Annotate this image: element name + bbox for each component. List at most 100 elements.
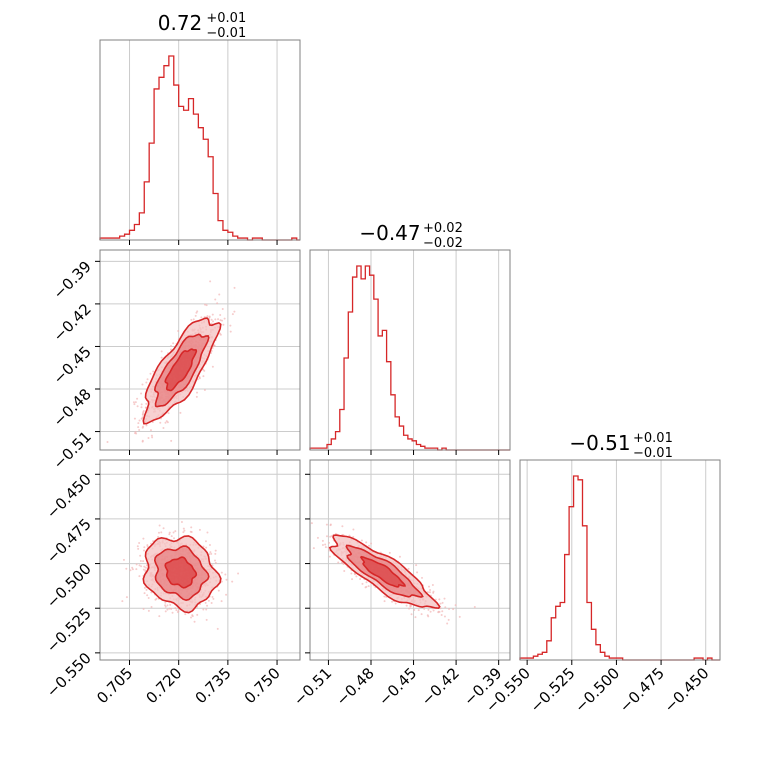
sample-point xyxy=(220,571,223,574)
sample-point xyxy=(204,303,207,306)
sample-point xyxy=(200,316,203,319)
joint-3-1-frame xyxy=(99,459,301,661)
hist-3-bin xyxy=(587,603,591,661)
sample-point xyxy=(175,609,178,612)
sample-point xyxy=(177,610,180,613)
sample-point xyxy=(410,604,413,607)
joint-3-1-x-tick-label: 0.720 xyxy=(142,664,185,707)
sample-point xyxy=(304,542,306,544)
sample-point xyxy=(157,531,160,534)
sample-point xyxy=(204,601,207,604)
sample-point xyxy=(146,378,149,381)
sample-point xyxy=(184,613,187,616)
sample-point xyxy=(353,572,356,575)
sample-point xyxy=(147,597,150,600)
sample-point xyxy=(133,417,136,420)
joint-3-2-x-tick-label: −0.42 xyxy=(418,664,463,709)
sample-point xyxy=(136,397,139,400)
sample-point xyxy=(428,585,431,588)
sample-point xyxy=(138,419,141,422)
sample-point xyxy=(350,572,353,575)
sample-point xyxy=(211,595,214,598)
sample-point xyxy=(136,545,139,548)
sample-point xyxy=(141,383,144,386)
joint-2-1-frame xyxy=(99,249,301,451)
sample-point xyxy=(170,607,173,610)
hist-3-bin xyxy=(565,555,569,660)
sample-point xyxy=(219,333,222,336)
joint-3-1-contour-inner xyxy=(164,556,198,589)
sample-point xyxy=(325,535,328,538)
sample-point xyxy=(220,600,223,603)
sample-point xyxy=(206,531,209,534)
sample-point xyxy=(157,535,160,538)
sample-point xyxy=(220,580,223,583)
sample-point xyxy=(328,541,331,544)
sample-point xyxy=(360,539,363,542)
sample-point xyxy=(441,610,444,613)
sample-point xyxy=(146,545,149,548)
sample-point xyxy=(233,310,236,313)
hist-1-grid xyxy=(129,40,278,240)
hist-2-frame xyxy=(309,249,511,451)
sample-point xyxy=(145,564,148,567)
hist-3-title-minus: −0.01 xyxy=(633,446,673,461)
sample-point xyxy=(122,558,125,561)
hist-1-bin xyxy=(130,230,135,240)
hist-3-bin xyxy=(583,526,587,660)
sample-point xyxy=(321,539,324,542)
hist-3-bin xyxy=(600,652,604,660)
sample-point xyxy=(210,552,213,555)
hist-1-bin xyxy=(208,157,213,240)
hist-3-bin xyxy=(574,476,578,660)
sample-point xyxy=(208,543,211,546)
hist-3-bin xyxy=(560,603,564,661)
sample-point xyxy=(214,552,217,555)
sample-point xyxy=(417,609,420,612)
hist-3-bin xyxy=(556,606,560,660)
sample-point xyxy=(303,523,305,525)
sample-point xyxy=(141,440,144,443)
sample-point xyxy=(140,417,143,420)
sample-point xyxy=(427,615,430,618)
hist-1-bin xyxy=(174,85,179,240)
sample-point xyxy=(218,293,221,296)
hist-2-bin xyxy=(361,279,365,450)
sample-point xyxy=(162,426,165,429)
sample-point xyxy=(137,426,140,429)
sample-point xyxy=(214,318,217,321)
sample-point xyxy=(164,421,167,424)
sample-point xyxy=(182,527,185,530)
sample-point xyxy=(205,304,208,307)
sample-point xyxy=(121,600,124,603)
sample-point xyxy=(147,437,150,440)
sample-point xyxy=(452,608,455,611)
sample-point xyxy=(152,370,155,373)
sample-point xyxy=(198,376,201,379)
hist-2-bin xyxy=(365,266,369,450)
sample-point xyxy=(168,531,171,534)
sample-point xyxy=(160,350,163,353)
hist-3-title-plus: +0.01 xyxy=(633,431,673,446)
sample-point xyxy=(182,531,185,534)
sample-point xyxy=(190,616,193,619)
sample-point xyxy=(365,581,368,584)
sample-point xyxy=(166,608,169,611)
hist-1-bin xyxy=(203,139,208,240)
sample-point xyxy=(231,313,234,316)
sample-point xyxy=(133,403,136,406)
sample-point xyxy=(140,406,143,409)
sample-point xyxy=(446,622,449,625)
sample-point xyxy=(212,597,215,600)
sample-point xyxy=(143,586,146,589)
sample-point xyxy=(473,605,476,608)
joint-3-1-y-tick-label: −0.500 xyxy=(43,560,95,612)
sample-point xyxy=(348,534,351,537)
sample-point xyxy=(458,615,461,618)
sample-point xyxy=(140,392,143,395)
hist-3-bin xyxy=(538,654,542,660)
sample-point xyxy=(365,541,368,544)
sample-point xyxy=(370,542,373,545)
hist-1-bin xyxy=(193,114,198,240)
sample-point xyxy=(139,560,142,563)
